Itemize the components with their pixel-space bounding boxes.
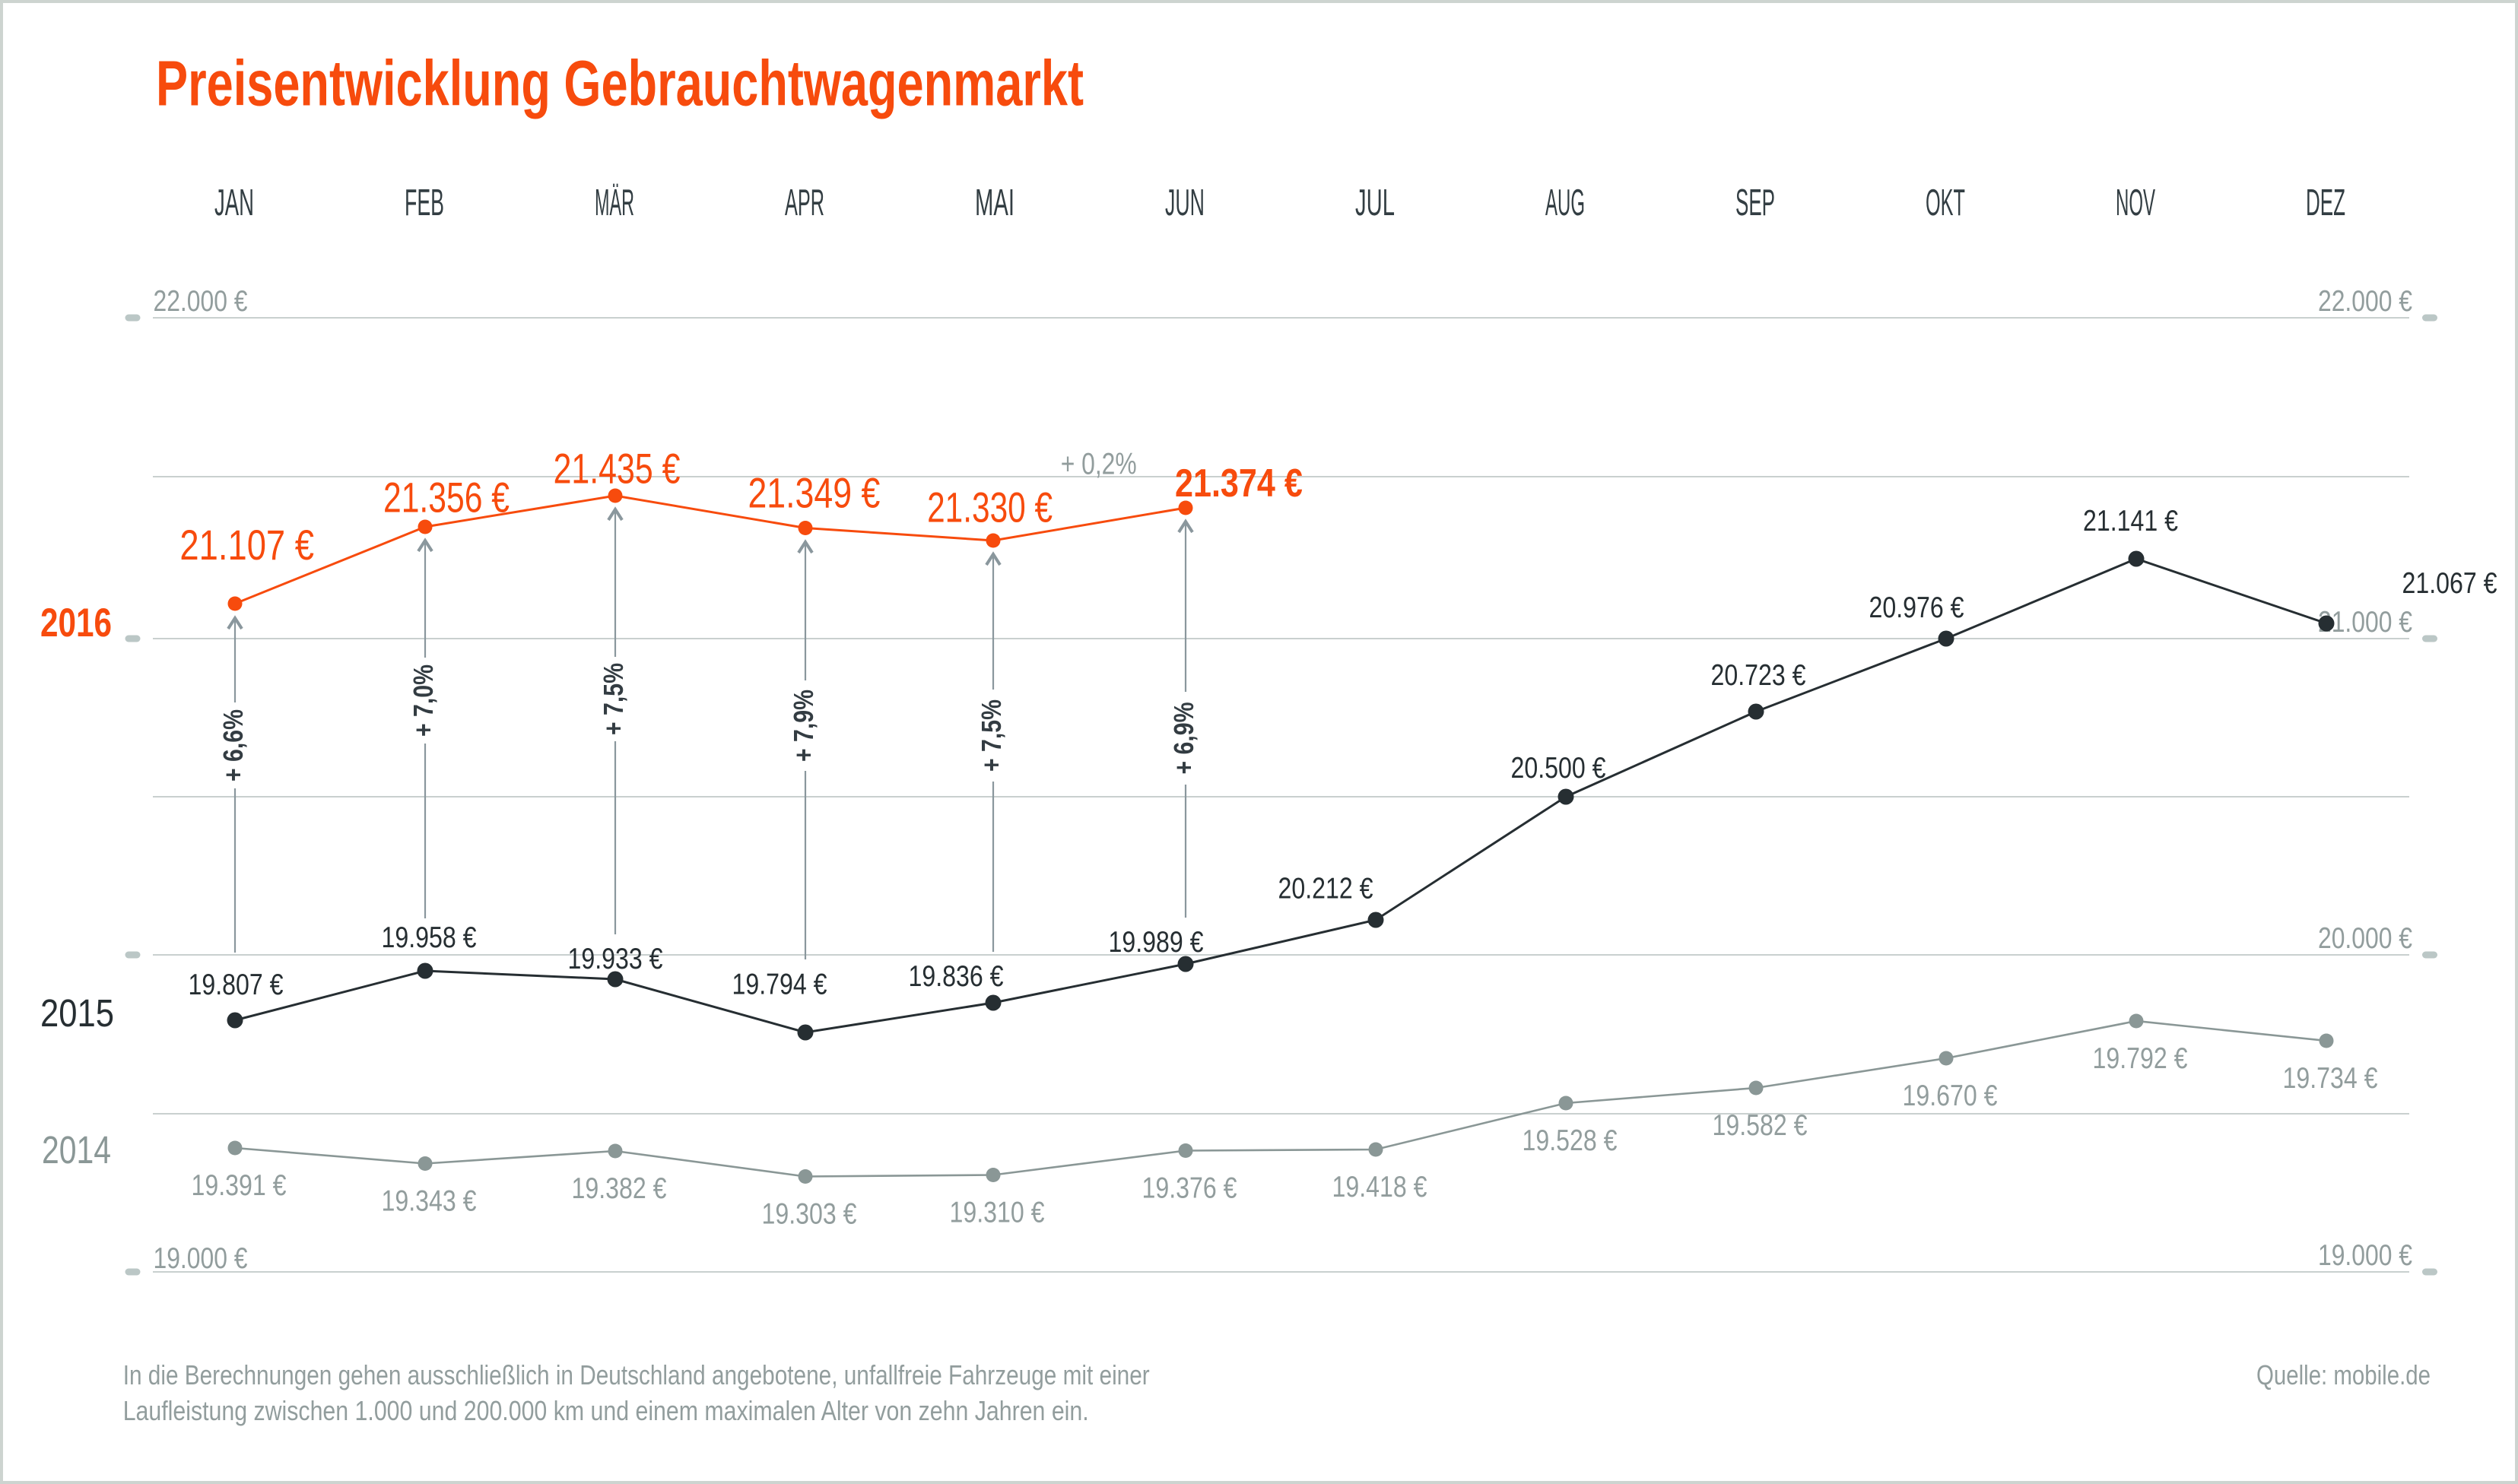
svg-text:OKT: OKT	[1926, 182, 1965, 224]
svg-text:20.500 €: 20.500 €	[1511, 752, 1606, 785]
svg-text:19.376 €: 19.376 €	[1142, 1172, 1237, 1205]
svg-text:19.933 €: 19.933 €	[568, 943, 663, 975]
svg-text:21.374 €: 21.374 €	[1175, 461, 1303, 506]
svg-text:21.435 €: 21.435 €	[554, 445, 681, 493]
svg-text:+ 6,9%: + 6,9%	[1168, 702, 1199, 775]
svg-text:Quelle: mobile.de: Quelle: mobile.de	[2256, 1359, 2431, 1390]
svg-text:20.000 €: 20.000 €	[2318, 922, 2412, 955]
svg-text:+ 7,5%: + 7,5%	[598, 663, 629, 735]
svg-text:+ 7,0%: + 7,0%	[408, 664, 439, 737]
svg-text:DEZ: DEZ	[2306, 182, 2345, 224]
svg-text:19.310 €: 19.310 €	[950, 1197, 1045, 1229]
svg-text:MÄR: MÄR	[595, 182, 634, 224]
svg-text:JAN: JAN	[214, 182, 254, 224]
svg-text:+ 0,2%: + 0,2%	[1061, 447, 1137, 480]
svg-text:Laufleistung zwischen 1.000 un: Laufleistung zwischen 1.000 und 200.000 …	[123, 1395, 1089, 1426]
svg-text:19.807 €: 19.807 €	[189, 969, 284, 1001]
svg-text:JUL: JUL	[1355, 182, 1395, 224]
svg-text:AUG: AUG	[1545, 182, 1585, 224]
svg-text:19.343 €: 19.343 €	[382, 1185, 477, 1218]
svg-text:19.958 €: 19.958 €	[382, 921, 477, 954]
svg-text:19.382 €: 19.382 €	[572, 1172, 667, 1205]
svg-text:19.734 €: 19.734 €	[2283, 1062, 2378, 1095]
svg-text:FEB: FEB	[405, 182, 444, 224]
svg-text:19.000 €: 19.000 €	[2318, 1239, 2412, 1272]
svg-text:+ 7,5%: + 7,5%	[976, 699, 1007, 772]
svg-text:21.349 €: 21.349 €	[748, 468, 880, 516]
svg-text:2014: 2014	[42, 1128, 111, 1172]
svg-text:+ 6,6%: + 6,6%	[218, 709, 249, 782]
svg-text:MAI: MAI	[975, 182, 1015, 224]
svg-text:19.000 €: 19.000 €	[154, 1242, 248, 1275]
svg-text:19.989 €: 19.989 €	[1109, 926, 1204, 959]
svg-text:19.303 €: 19.303 €	[762, 1198, 857, 1231]
svg-text:20.212 €: 20.212 €	[1278, 873, 1373, 905]
svg-text:19.794 €: 19.794 €	[732, 969, 827, 1001]
svg-text:APR: APR	[785, 182, 824, 224]
svg-text:21.067 €: 21.067 €	[2402, 567, 2497, 600]
svg-text:19.528 €: 19.528 €	[1523, 1124, 1618, 1157]
svg-text:2015: 2015	[40, 991, 114, 1035]
svg-text:In die Berechnungen gehen auss: In die Berechnungen gehen ausschließlich…	[123, 1359, 1150, 1390]
svg-text:+ 7,9%: + 7,9%	[788, 690, 819, 762]
svg-text:Preisentwicklung Gebrauchtwage: Preisentwicklung Gebrauchtwagenmarkt	[156, 48, 1084, 119]
svg-text:JUN: JUN	[1165, 182, 1205, 224]
svg-text:SEP: SEP	[1735, 182, 1775, 224]
svg-text:2016: 2016	[40, 601, 112, 645]
svg-text:22.000 €: 22.000 €	[2318, 285, 2412, 318]
svg-text:21.107 €: 21.107 €	[179, 521, 314, 569]
svg-text:19.391 €: 19.391 €	[192, 1169, 287, 1202]
svg-text:21.330 €: 21.330 €	[927, 484, 1053, 531]
svg-text:20.723 €: 20.723 €	[1711, 659, 1806, 692]
svg-text:21.141 €: 21.141 €	[2083, 505, 2178, 537]
svg-text:19.792 €: 19.792 €	[2093, 1042, 2188, 1075]
svg-text:22.000 €: 22.000 €	[154, 285, 248, 318]
svg-text:19.836 €: 19.836 €	[909, 960, 1004, 993]
svg-text:19.582 €: 19.582 €	[1713, 1109, 1808, 1142]
svg-text:19.418 €: 19.418 €	[1332, 1171, 1427, 1203]
svg-text:NOV: NOV	[2116, 182, 2155, 224]
svg-text:21.356 €: 21.356 €	[383, 473, 510, 521]
svg-text:20.976 €: 20.976 €	[1869, 591, 1964, 624]
svg-text:19.670 €: 19.670 €	[1903, 1080, 1998, 1112]
